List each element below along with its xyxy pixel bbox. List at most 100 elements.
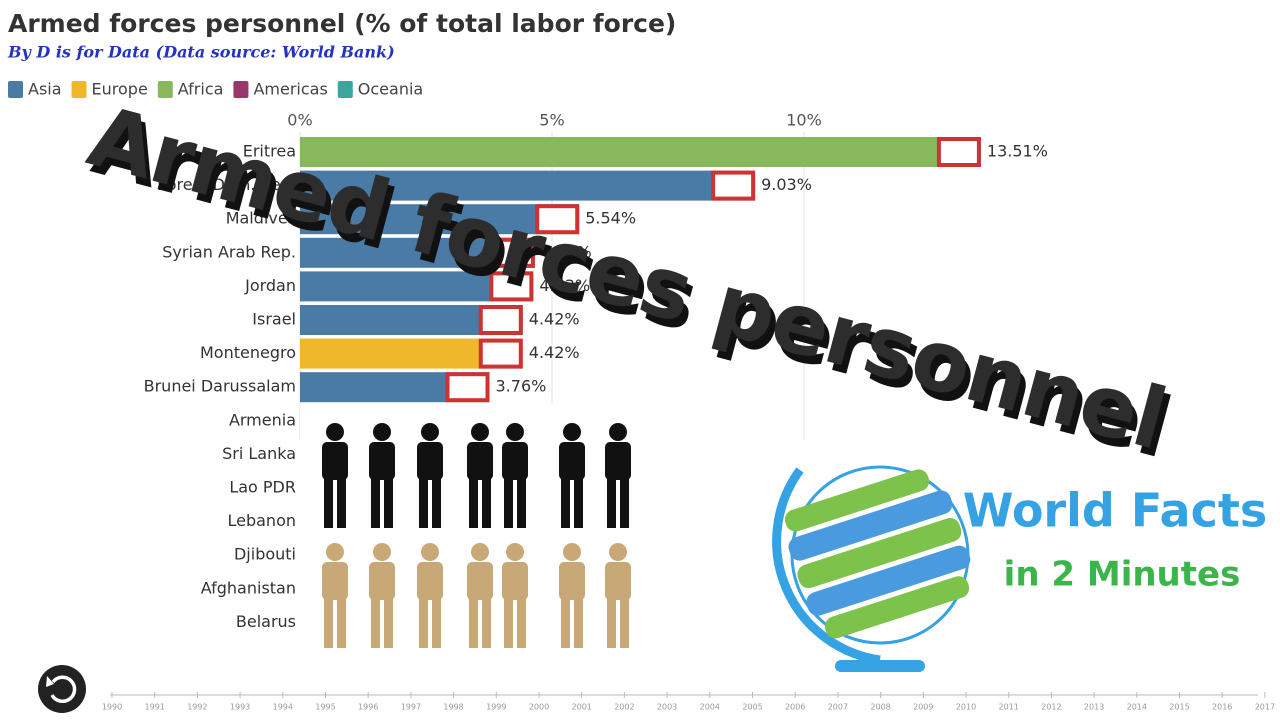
- timeline-year: 2009: [913, 703, 933, 712]
- legend-swatch: [8, 81, 23, 98]
- soldier-head: [373, 423, 391, 441]
- soldier-head: [471, 423, 489, 441]
- x-tick-label: 0%: [287, 111, 312, 130]
- category-label: Montenegro: [200, 343, 296, 362]
- soldier-leg: [504, 598, 513, 648]
- category-label: Sri Lanka: [222, 444, 296, 463]
- timeline-year: 1995: [315, 703, 335, 712]
- soldier-head: [506, 423, 524, 441]
- soldier-leg: [432, 598, 441, 648]
- soldier-leg: [574, 478, 583, 528]
- category-label: Lebanon: [227, 511, 296, 530]
- category-label: Maldives: [226, 209, 296, 228]
- value-label: 4.42%: [529, 343, 580, 362]
- logo-title: World Facts: [963, 484, 1268, 538]
- timeline-year: 2017: [1255, 703, 1275, 712]
- value-label: 13.51%: [987, 142, 1048, 161]
- soldier-leg: [517, 478, 526, 528]
- soldier-body: [605, 442, 631, 480]
- logo-subtitle: in 2 Minutes: [1004, 555, 1241, 595]
- soldier-body: [369, 562, 395, 600]
- soldier-head: [609, 423, 627, 441]
- bar: [300, 204, 580, 235]
- soldier-leg: [469, 598, 478, 648]
- soldier-image: [300, 405, 645, 650]
- category-label: Syrian Arab Rep.: [162, 242, 296, 261]
- soldier-head: [373, 543, 391, 561]
- legend-swatch: [233, 81, 249, 98]
- soldier-leg: [337, 598, 346, 648]
- soldier-leg: [419, 598, 428, 648]
- legend-swatch: [157, 81, 173, 98]
- soldier-body: [417, 562, 443, 600]
- globe-logo: World Facts in 2 Minutes: [772, 465, 1268, 672]
- category-label: Jordan: [244, 276, 296, 295]
- legend-swatch: [337, 81, 353, 98]
- soldier-leg: [620, 478, 629, 528]
- x-tick-label: 10%: [786, 111, 822, 130]
- soldier-leg: [574, 598, 583, 648]
- timeline-year: 2006: [785, 703, 805, 712]
- soldier-leg: [337, 478, 346, 528]
- timeline-year: 2003: [657, 703, 677, 712]
- bar: [300, 170, 756, 201]
- soldier-leg: [517, 598, 526, 648]
- value-label: 5.54%: [585, 209, 636, 228]
- soldier-head: [471, 543, 489, 561]
- soldier-head: [326, 543, 344, 561]
- timeline-year: 1994: [273, 703, 293, 712]
- soldier-leg: [561, 598, 570, 648]
- chart-subtitle: By D is for Data (Data source: World Ban…: [7, 43, 395, 62]
- timeline-year: 2004: [700, 703, 720, 712]
- timeline-year: 2015: [1169, 703, 1189, 712]
- soldier-head: [609, 543, 627, 561]
- soldier-body: [322, 562, 348, 600]
- soldier-body: [502, 442, 528, 480]
- timeline-year: 1992: [187, 703, 207, 712]
- soldier-body: [605, 562, 631, 600]
- timeline-year: 1997: [401, 703, 421, 712]
- soldier-body: [467, 562, 493, 600]
- timeline-year: 2002: [614, 703, 634, 712]
- soldier-leg: [469, 478, 478, 528]
- legend-label: Oceania: [358, 80, 423, 99]
- replay-button[interactable]: [38, 665, 86, 713]
- chart-title: Armed forces personnel (% of total labor…: [8, 9, 676, 38]
- soldier-body: [502, 562, 528, 600]
- timeline-year: 1990: [102, 703, 122, 712]
- legend-label: Americas: [253, 80, 327, 99]
- bar: [300, 137, 981, 167]
- flag: [478, 338, 523, 369]
- timeline-year: 2007: [828, 703, 848, 712]
- timeline-year: 1999: [486, 703, 506, 712]
- legend-label: Europe: [92, 80, 148, 99]
- soldier-leg: [384, 478, 393, 528]
- legend-swatch: [71, 81, 87, 98]
- flag: [711, 170, 756, 201]
- soldier-leg: [419, 478, 428, 528]
- soldier-leg: [504, 478, 513, 528]
- soldier-body: [322, 442, 348, 480]
- flag: [489, 271, 534, 302]
- category-label: Eritrea: [243, 142, 296, 161]
- soldier-leg: [482, 598, 491, 648]
- timeline-year: 2008: [870, 703, 890, 712]
- timeline-year: 2011: [999, 703, 1019, 712]
- flag: [490, 237, 535, 268]
- timeline-year: 2012: [1041, 703, 1061, 712]
- category-label: Lao PDR: [229, 478, 296, 497]
- soldier-leg: [561, 478, 570, 528]
- soldier-body: [417, 442, 443, 480]
- soldier-head: [421, 543, 439, 561]
- value-label: 4.66%: [541, 242, 592, 261]
- timeline-year: 1998: [443, 703, 463, 712]
- legend-label: Asia: [28, 80, 62, 99]
- timeline-year: 2016: [1212, 703, 1232, 712]
- soldier-leg: [384, 598, 393, 648]
- soldier-head: [421, 423, 439, 441]
- soldier-leg: [371, 598, 380, 648]
- soldier-body: [559, 442, 585, 480]
- category-label: Armenia: [229, 410, 296, 429]
- value-label: 4.63%: [539, 276, 590, 295]
